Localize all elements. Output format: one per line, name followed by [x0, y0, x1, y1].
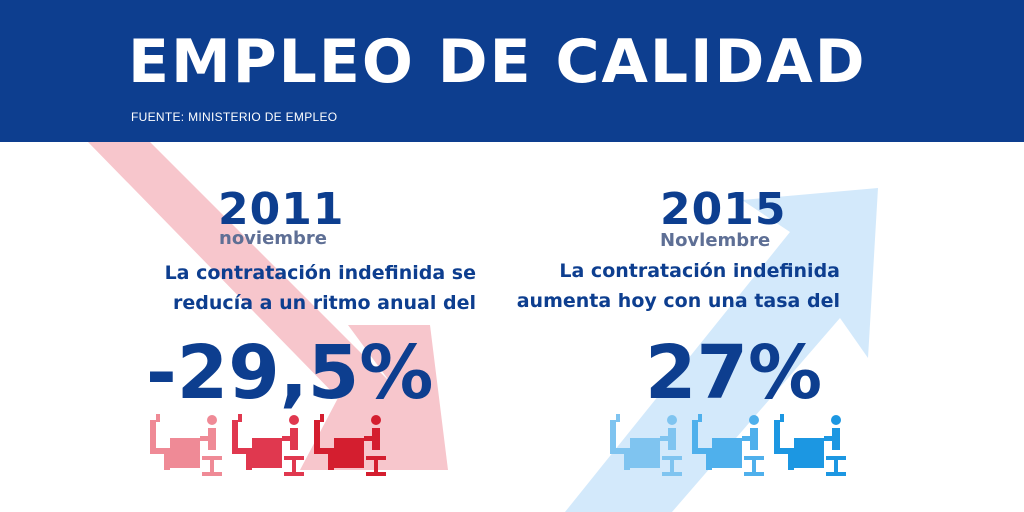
blue-up-arrow: [565, 188, 878, 512]
page-title: EMPLEO DE CALIDAD: [128, 27, 867, 97]
left-workers-icons: [150, 414, 386, 476]
worker-desk-icon: [610, 414, 682, 476]
left-value: -29,5%: [146, 330, 434, 416]
worker-desk-icon: [774, 414, 846, 476]
right-description-line2: aumenta hoy con una tasa del: [516, 290, 840, 312]
right-year: 2015: [660, 184, 787, 235]
left-description-line2: reducía a un ritmo anual del: [173, 292, 476, 314]
right-workers-icons: [610, 414, 846, 476]
header-banner: EMPLEO DE CALIDAD FUENTE: MINISTERIO DE …: [0, 0, 1024, 142]
right-description-line1: La contratación indefinida: [559, 260, 840, 282]
right-value: 27%: [645, 330, 823, 416]
left-month: noviembre: [219, 228, 328, 249]
left-year: 2011: [218, 184, 345, 235]
source-label: FUENTE: MINISTERIO DE EMPLEO: [131, 110, 338, 124]
left-description-line1: La contratación indefinida se: [164, 262, 476, 284]
worker-desk-icon: [692, 414, 764, 476]
red-down-arrow: [88, 142, 448, 470]
right-month: Novlembre: [660, 230, 771, 251]
left-description: La contratación indefinida se reducía a …: [165, 258, 476, 318]
worker-desk-icon: [150, 414, 222, 476]
right-description: La contratación indefinida aumenta hoy c…: [517, 256, 840, 316]
worker-desk-icon: [232, 414, 304, 476]
worker-desk-icon: [314, 414, 386, 476]
